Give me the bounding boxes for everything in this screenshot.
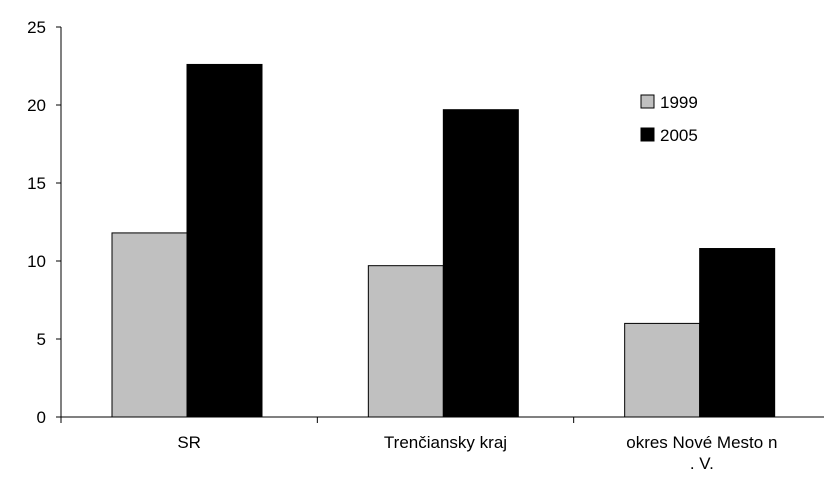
y-tick-label: 5 <box>37 330 46 349</box>
x-category-label: Trenčiansky kraj <box>384 433 507 452</box>
y-tick-label: 10 <box>27 252 46 271</box>
legend-swatch-2005 <box>640 127 655 142</box>
bar-2005-2 <box>699 248 776 418</box>
bar-2005-0 <box>186 63 263 418</box>
y-tick-label: 15 <box>27 174 46 193</box>
category-labels: SR Trenčiansky kraj okres Nové Mesto n. V. <box>177 433 777 473</box>
bar-1999-1 <box>367 265 444 418</box>
x-category-label: SR <box>177 433 201 452</box>
legend-label: 2005 <box>660 126 698 145</box>
bar-1999-2 <box>624 322 701 418</box>
bars <box>111 63 776 418</box>
bar-1999-0 <box>111 232 188 418</box>
y-tick-label: 0 <box>37 408 46 427</box>
y-axis-ticks: 0 5 10 15 20 25 <box>27 18 61 427</box>
bar-2005-1 <box>442 109 519 418</box>
legend-swatch-1999 <box>640 94 655 109</box>
legend-label: 1999 <box>660 93 698 112</box>
x-axis-ticks <box>60 417 575 423</box>
x-category-label: okres Nové Mesto n. V. <box>626 433 777 473</box>
legend: 1999 2005 <box>640 93 698 145</box>
y-tick-label: 20 <box>27 96 46 115</box>
y-tick-label: 25 <box>27 18 46 37</box>
